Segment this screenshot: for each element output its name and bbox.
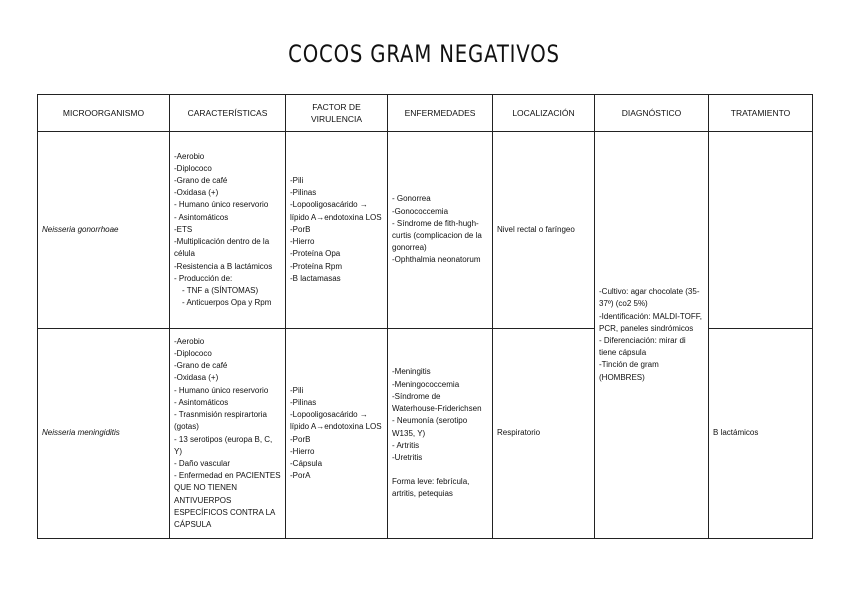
table: MICROORGANISMO CARACTERÍSTICAS FACTOR DE V… xyxy=(37,94,813,539)
disease: - Gonorrea xyxy=(392,194,431,204)
disease: -Ophthalmia neonatorum xyxy=(392,255,481,265)
diagnosis-line: -Cultivo: agar chocolate (35-37º) (co2 5… xyxy=(599,287,700,309)
virulence-factor: -Hierro xyxy=(290,237,315,247)
disease: -Meningitis xyxy=(392,367,431,377)
disease: - Artritis xyxy=(392,440,420,450)
characteristic: - Enfermedad en PACIENTES QUE NO TIENEN … xyxy=(174,471,281,529)
location: Nivel rectal o faríngeo xyxy=(492,131,595,329)
header-cell: MICROORGANISMO xyxy=(37,94,170,132)
characteristic: -Resistencia a B lactámicos xyxy=(174,261,273,271)
characteristic: -Aerobio xyxy=(174,336,205,346)
virulence: -Pili -Pilinas -Lopooligosacárido → lípido… xyxy=(285,328,388,539)
characteristic: - Asintomáticos xyxy=(174,397,229,407)
sub-characteristic: - TNF a (SÍNTOMAS) xyxy=(182,285,259,295)
disease: -Gonococcemia xyxy=(392,206,449,216)
characteristic: - Producción de: xyxy=(174,273,233,283)
characteristic: -Grano de café xyxy=(174,176,228,186)
virulence-factor: -Pili xyxy=(290,385,304,395)
virulence-factor: -PorA xyxy=(290,471,311,481)
diagnosis-line: -Tinción de gram (HOMBRES) xyxy=(599,360,659,382)
virulence-factor: -PorB xyxy=(290,224,311,234)
note: Forma leve: febrícula, artritis, petequi… xyxy=(392,477,470,499)
header-row: MICROORGANISMO CARACTERÍSTICAS FACTOR DE V… xyxy=(37,94,813,132)
disease: -Síndrome de Waterhouse-Friderichsen xyxy=(392,391,482,414)
characteristic: - Trasnmisión respirartoria (gotas) xyxy=(174,410,267,432)
characteristic: -Oxidasa (+) xyxy=(174,373,219,383)
header-cell: ENFERMEDADES xyxy=(387,94,493,132)
diagnosis: -Cultivo: agar chocolate (35-37º) (co2 5… xyxy=(594,131,709,539)
characteristic: -Diplococo xyxy=(174,349,212,359)
disease: -Meningococcemia xyxy=(392,379,460,389)
characteristics: -Aerobio -Diplococo -Grano de café -Oxidasa… xyxy=(169,131,286,329)
characteristic: -Diplococo xyxy=(174,163,212,173)
characteristic: -Grano de café xyxy=(174,361,228,371)
virulence-factor: -Proteína Opa xyxy=(290,249,341,259)
virulence-factor: -Hierro xyxy=(290,446,315,456)
characteristic: - Humano único reservorio xyxy=(174,385,269,395)
organism: Neisseria meningiditis xyxy=(37,328,170,539)
header-cell: FACTOR DE VIRULENCIA xyxy=(285,94,388,132)
disease: - Síndrome de fith-hugh-curtis (complica… xyxy=(392,218,482,253)
header-cell: CARACTERÍSTICAS xyxy=(169,94,286,132)
organism: Neisseria gonorrhoae xyxy=(37,131,170,329)
characteristic: -Aerobio xyxy=(174,151,205,161)
characteristic: -ETS xyxy=(174,224,193,234)
header-cell: DIAGNÓSTICO xyxy=(594,94,709,132)
header-cell: LOCALIZACIÓN xyxy=(492,94,595,132)
virulence-factor: -Pilinas xyxy=(290,188,317,198)
virulence-factor: -Lopooligosacárido → lípido A→endotoxina… xyxy=(290,200,382,222)
virulence-factor: -B lactamasas xyxy=(290,273,341,283)
diseases: -Meningitis -Meningococcemia -Síndrome de … xyxy=(387,328,493,539)
sub-characteristic: - Anticuerpos Opa y Rpm xyxy=(182,298,272,308)
characteristic: - 13 serotipos (europa B, C, Y) xyxy=(174,434,273,456)
characteristics: -Aerobio -Diplococo -Grano de café -Oxidasa… xyxy=(169,328,286,539)
virulence-factor: -Pilinas xyxy=(290,397,317,407)
characteristic: - Asintomáticos xyxy=(174,212,229,222)
characteristic: -Multiplicación dentro de la célula xyxy=(174,237,270,259)
header-cell: TRATAMIENTO xyxy=(708,94,813,132)
disease: - Neumonía (serotipo W135, Y) xyxy=(392,416,468,438)
virulence-factor: -Proteína Rpm xyxy=(290,261,343,271)
virulence: -Pili -Pilinas -Lopooligosacárido → lípido… xyxy=(285,131,388,329)
disease: -Uretritis xyxy=(392,452,423,462)
virulence-factor: -PorB xyxy=(290,434,311,444)
diagnosis-line: - Diferenciación: mirar di tiene cápsula xyxy=(599,336,686,358)
characteristic: - Daño vascular xyxy=(174,458,231,468)
virulence-factor: -Cápsula xyxy=(290,458,323,468)
row: Neisseria gonorrhoae -Aerobio -Diplococo -G… xyxy=(37,131,813,539)
title: COCOS GRAM NEGATIVOS xyxy=(288,40,560,68)
treatment: B lactámicos xyxy=(708,328,813,539)
virulence-factor: -Pili xyxy=(290,176,304,186)
diagnosis-line: -Identificación: MALDI-TOFF, PCR, panele… xyxy=(599,311,702,333)
characteristic: -Oxidasa (+) xyxy=(174,188,219,198)
characteristic: - Humano único reservorio xyxy=(174,200,269,210)
location: Respiratorio xyxy=(492,328,595,539)
diseases: - Gonorrea -Gonococcemia - Síndrome de fit… xyxy=(387,131,493,329)
row: Neisseria meningiditis -Aerobio -Diplococo… xyxy=(37,328,813,539)
treatment xyxy=(708,131,813,329)
virulence-factor: -Lopooligosacárido → lípido A→endotoxina… xyxy=(290,410,382,432)
